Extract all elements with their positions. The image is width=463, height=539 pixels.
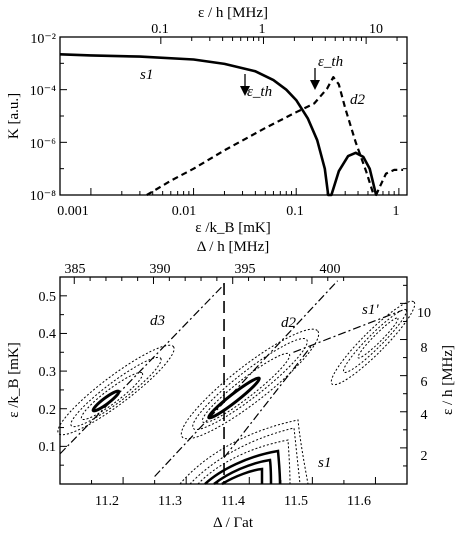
bottom-x2-tick-label: 395 <box>235 262 256 277</box>
contour-d3-inner <box>80 371 144 421</box>
bottom-x-tick-label: 11.4 <box>221 494 245 509</box>
threshold-line-2 <box>154 280 339 477</box>
top-y-tick-label: 10⁻² <box>30 32 56 47</box>
top-x2-tick-label: 10 <box>369 22 383 37</box>
bottom-annotation-d3: d3 <box>150 313 165 329</box>
bottom-panel: Δ / h [MHz] Δ / Γat ε /k_B [mK] ε / h [M… <box>6 239 456 531</box>
bottom-x-tick-label: 11.5 <box>284 494 308 509</box>
bottom-y-tick-label: 0.1 <box>39 440 57 455</box>
bottom-y2-tick-label: 10 <box>417 306 431 321</box>
threshold-line-4 <box>293 310 401 353</box>
bottom-annotation-d2: d2 <box>281 315 297 331</box>
top-annotation-eth-2: ε_th <box>318 54 343 70</box>
threshold-line-1 <box>59 284 225 455</box>
contour-island-d3 <box>57 344 175 436</box>
top-panel: ε / h [MHz] ε /k_B [mK] K [a.u.] 0.001 0… <box>6 5 408 236</box>
bottom-x-tick-label: 11.6 <box>347 494 371 509</box>
top-x-tick-label: 0.001 <box>57 204 89 219</box>
bottom-annotation-s1: s1 <box>318 455 331 471</box>
bottom-y2-tick-label: 2 <box>421 449 428 464</box>
bottom-x-tick-label: 11.2 <box>95 494 119 509</box>
contour-s1-core-2 <box>213 458 273 485</box>
contour-s1prime-outer <box>330 300 416 386</box>
top-annotation-eth-1: ε_th <box>247 84 272 100</box>
bottom-x-tick-label: 11.3 <box>158 494 182 509</box>
contour-s1-inner <box>197 439 291 485</box>
bottom-y2-tick-label: 8 <box>421 341 428 356</box>
bottom-y-tick-label: 0.2 <box>39 403 57 418</box>
contour-d3-core <box>91 389 121 413</box>
contour-island-d2 <box>180 328 320 440</box>
bottom-y2-tick-label: 4 <box>421 408 428 423</box>
top-x-tick-label: 0.01 <box>172 204 197 219</box>
bottom-y2-tick-label: 6 <box>421 375 428 390</box>
series-line-s1 <box>59 53 378 197</box>
bottom-y-tick-label: 0.4 <box>39 327 57 342</box>
contour-s1prime-mid <box>342 308 408 374</box>
contour-s1-core-1 <box>204 449 282 485</box>
threshold-line-3 <box>223 344 313 459</box>
series-line-d2 <box>146 76 404 197</box>
bottom-plot-frame <box>59 276 408 485</box>
top-x-tick-label: 0.1 <box>286 204 304 219</box>
top-annotation-s1: s1 <box>140 67 153 83</box>
contour-d3-mid <box>70 356 162 428</box>
top-y-axis-label: K [a.u.] <box>6 93 22 139</box>
top-x2-axis-label: ε / h [MHz] <box>198 5 268 21</box>
bottom-y2-axis-label: ε / h [MHz] <box>440 345 456 415</box>
contour-island-s1prime <box>330 300 416 386</box>
top-axis-ticks <box>60 36 407 196</box>
contour-s1-outer <box>179 419 309 485</box>
top-annotation-d2: d2 <box>350 92 366 108</box>
top-x2-tick-label: 1 <box>259 22 266 37</box>
bottom-x2-tick-label: 390 <box>150 262 171 277</box>
contour-d2-outer <box>180 328 320 440</box>
bottom-x2-axis-label: Δ / h [MHz] <box>197 239 270 255</box>
bottom-y-tick-label: 0.5 <box>39 290 57 305</box>
top-x2-tick-label: 0.1 <box>151 22 169 37</box>
bottom-y-tick-label: 0.3 <box>39 365 57 380</box>
top-x-tick-label: 1 <box>393 204 400 219</box>
bottom-annotation-s1prime: s1' <box>362 302 379 318</box>
contour-d3-outer <box>57 344 175 436</box>
contour-island-s1 <box>179 419 309 486</box>
bottom-x2-tick-label: 400 <box>320 262 341 277</box>
top-y-tick-label: 10⁻⁶ <box>30 137 56 152</box>
top-plot-frame <box>59 36 408 196</box>
top-arrowhead-eth-2 <box>310 80 320 90</box>
contour-d2-mid <box>192 338 308 430</box>
top-series-group <box>59 53 404 197</box>
top-x-axis-label: ε /k_B [mK] <box>195 220 270 236</box>
contour-s1prime-inner <box>357 317 399 359</box>
bottom-threshold-lines <box>59 280 401 484</box>
bottom-y-axis-label: ε /k_B [mK] <box>6 342 22 417</box>
contour-s1-core-3 <box>221 467 264 486</box>
top-y-tick-label: 10⁻⁴ <box>30 84 56 99</box>
bottom-x2-tick-label: 385 <box>65 262 86 277</box>
top-y-tick-label: 10⁻⁸ <box>30 189 56 204</box>
bottom-x-axis-label: Δ / Γat <box>213 515 254 531</box>
top-arrowhead-eth-1 <box>240 86 250 96</box>
